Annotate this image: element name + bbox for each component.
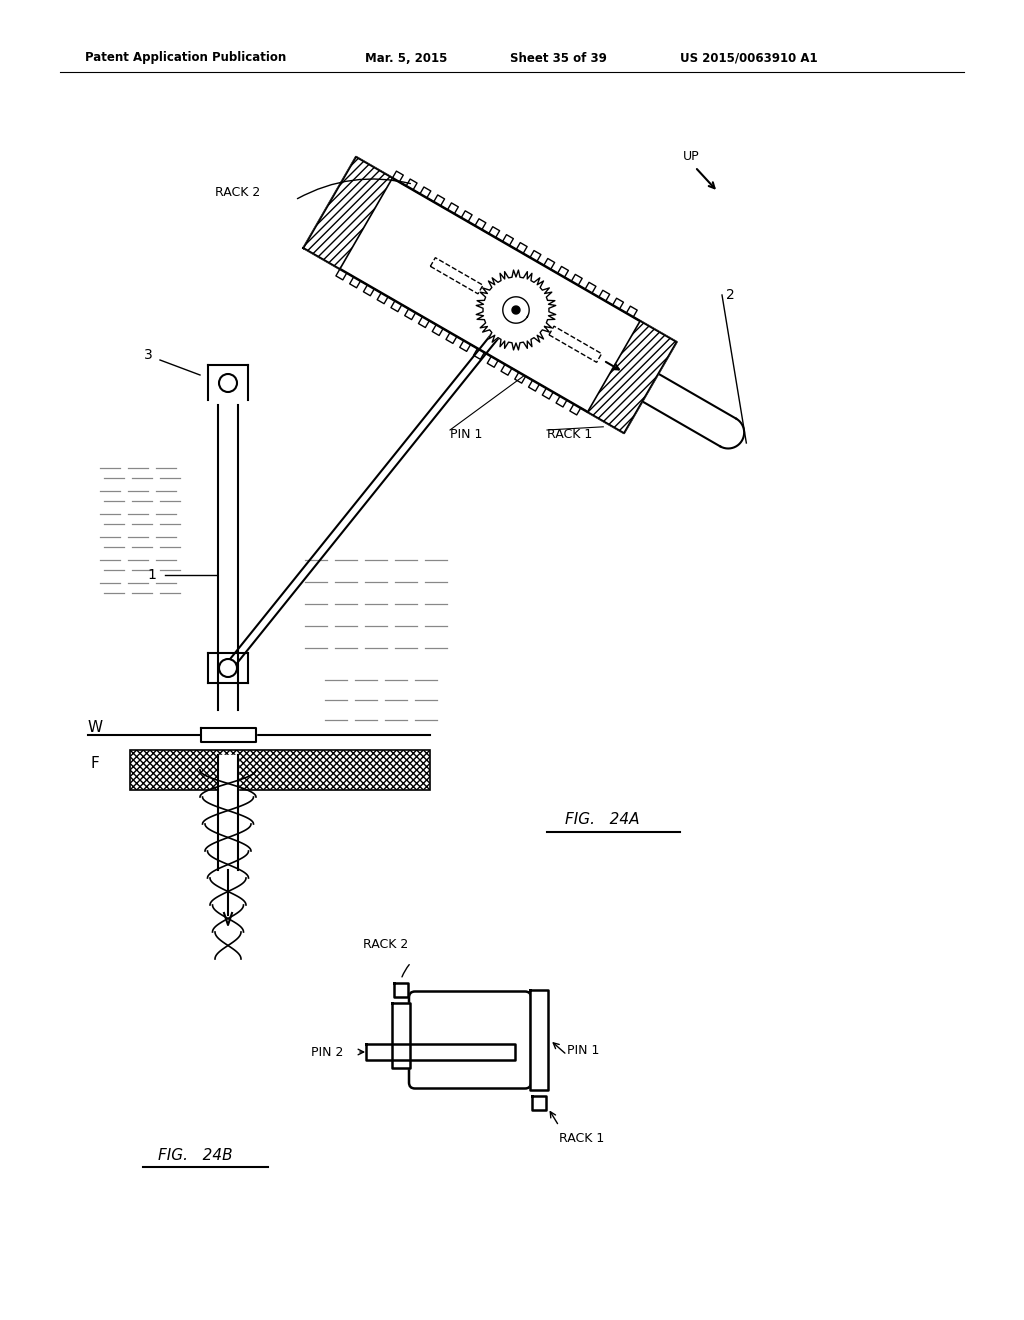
Polygon shape — [394, 982, 408, 997]
Text: W: W — [87, 719, 102, 734]
Text: PIN 1: PIN 1 — [567, 1044, 599, 1056]
Polygon shape — [415, 998, 525, 1082]
Polygon shape — [476, 271, 556, 350]
Polygon shape — [303, 157, 392, 269]
Text: FIG.   24B: FIG. 24B — [158, 1147, 232, 1163]
Text: RACK 2: RACK 2 — [364, 939, 409, 950]
Polygon shape — [366, 1044, 515, 1060]
Polygon shape — [303, 157, 677, 433]
Text: US 2015/0063910 A1: US 2015/0063910 A1 — [680, 51, 817, 65]
Text: RACK 1: RACK 1 — [547, 429, 592, 441]
Polygon shape — [218, 755, 238, 870]
Text: RACK 2: RACK 2 — [215, 186, 260, 199]
Polygon shape — [218, 405, 238, 710]
Text: PIN 1: PIN 1 — [450, 429, 482, 441]
Text: PIN 2: PIN 2 — [311, 1045, 343, 1059]
Text: 1: 1 — [147, 568, 157, 582]
FancyBboxPatch shape — [409, 991, 531, 1089]
Circle shape — [219, 374, 237, 392]
Text: RACK 1: RACK 1 — [559, 1131, 604, 1144]
Polygon shape — [201, 729, 256, 742]
Text: Patent Application Publication: Patent Application Publication — [85, 51, 287, 65]
Polygon shape — [392, 1002, 410, 1068]
Polygon shape — [512, 306, 520, 314]
Text: UP: UP — [683, 150, 699, 164]
Text: 3: 3 — [143, 348, 153, 362]
Polygon shape — [588, 321, 677, 433]
Text: 2: 2 — [726, 288, 734, 302]
Polygon shape — [532, 1096, 546, 1110]
Polygon shape — [530, 990, 548, 1090]
Text: F: F — [91, 755, 99, 771]
Polygon shape — [588, 321, 677, 433]
Circle shape — [219, 659, 237, 677]
Text: FIG.   24A: FIG. 24A — [565, 813, 639, 828]
Text: Sheet 35 of 39: Sheet 35 of 39 — [510, 51, 607, 65]
Text: Mar. 5, 2015: Mar. 5, 2015 — [365, 51, 447, 65]
Polygon shape — [130, 750, 430, 789]
Polygon shape — [303, 157, 392, 269]
Polygon shape — [503, 297, 529, 323]
